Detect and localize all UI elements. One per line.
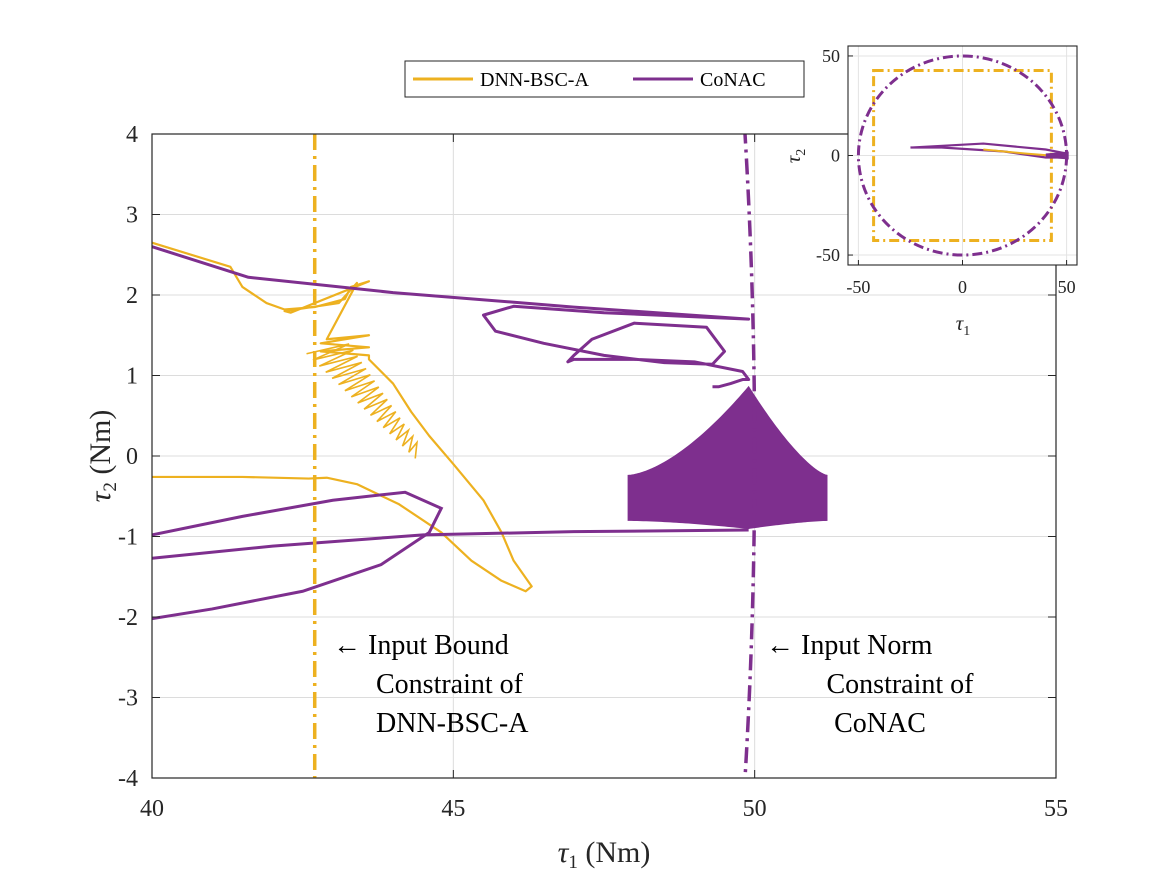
series-line-dnn-bsc-a-oscillation bbox=[306, 343, 419, 459]
x-tick-label: 45 bbox=[441, 796, 465, 822]
annotation-norm-line-2: Constraint of bbox=[827, 669, 975, 700]
annotation-norm-line-3: CoNAC bbox=[834, 708, 926, 739]
y-tick-label: -3 bbox=[118, 686, 138, 712]
y-tick-label: -4 bbox=[118, 766, 138, 792]
inset-x-tick-label: 50 bbox=[1058, 277, 1076, 297]
y-tick-label: 1 bbox=[126, 364, 138, 390]
inset-x-axis-label: τ1 bbox=[956, 311, 971, 339]
annotation-bound-line-1: ← Input Bound bbox=[333, 630, 509, 661]
series-area-conac-oscillation bbox=[627, 385, 828, 529]
y-tick-label: 0 bbox=[126, 444, 138, 470]
norm-constraint-curve bbox=[743, 134, 757, 778]
legend-label-dnn-bsc-a: DNN-BSC-A bbox=[480, 69, 589, 91]
y-tick-label: -1 bbox=[118, 525, 138, 551]
inset-plot: -50 0 50 50 0 -50 τ1 τ2 bbox=[781, 45, 1078, 339]
annotation-bound: ← Input Bound Constraint of DNN-BSC-A bbox=[333, 630, 529, 739]
main-marks bbox=[152, 134, 828, 778]
legend: DNN-BSC-A CoNAC bbox=[404, 60, 805, 98]
annotation-bound-line-3: DNN-BSC-A bbox=[376, 708, 529, 739]
x-tick-label: 50 bbox=[743, 796, 767, 822]
y-tick-label: 3 bbox=[126, 203, 138, 229]
main-ticks: 40 45 50 55 4 3 2 1 0 -1 -2 -3 -4 bbox=[118, 122, 1068, 822]
inset-y-axis-label: τ2 bbox=[781, 149, 809, 164]
y-tick-label: 4 bbox=[126, 122, 138, 148]
annotation-norm-line-1: ← Input Norm bbox=[766, 630, 933, 661]
inset-conac-oscillation bbox=[1045, 151, 1069, 160]
inset-ticks: -50 0 50 50 0 -50 bbox=[816, 46, 1076, 297]
legend-label-conac: CoNAC bbox=[700, 69, 766, 91]
series-line-dnn-bsc-a bbox=[152, 241, 533, 593]
annotation-bound-line-2: Constraint of bbox=[376, 669, 524, 700]
series-line-conac-loop bbox=[152, 490, 444, 621]
x-axis-label: τ1 (Nm) bbox=[558, 836, 651, 873]
series-line-conac bbox=[152, 245, 751, 389]
annotation-norm: ← Input Norm Constraint of CoNAC bbox=[766, 630, 974, 739]
inset-marks bbox=[856, 54, 1069, 257]
y-tick-label: 2 bbox=[126, 283, 138, 309]
x-tick-label: 40 bbox=[140, 796, 164, 822]
series-line-conac-tail bbox=[152, 528, 749, 560]
y-axis-label: τ2 (Nm) bbox=[84, 410, 121, 503]
y-tick-label: -2 bbox=[118, 605, 138, 631]
inset-y-tick-label: -50 bbox=[816, 245, 840, 265]
inset-y-tick-label: 0 bbox=[831, 146, 840, 166]
inset-x-tick-label: 0 bbox=[958, 277, 967, 297]
inset-x-tick-label: -50 bbox=[846, 277, 870, 297]
x-tick-label: 55 bbox=[1044, 796, 1068, 822]
inset-y-tick-label: 50 bbox=[822, 46, 840, 66]
